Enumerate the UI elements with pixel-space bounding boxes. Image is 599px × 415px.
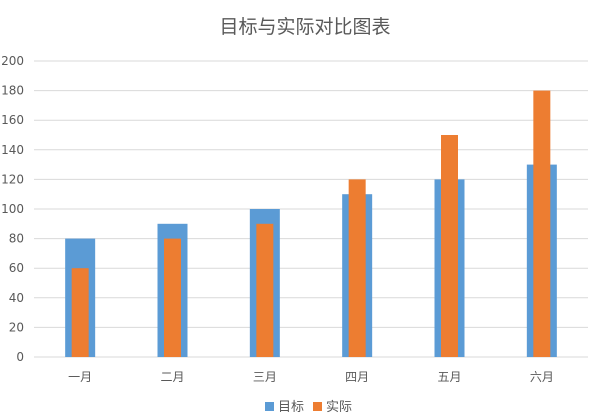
- bar-actual: [71, 268, 89, 357]
- legend-swatch: [313, 402, 322, 411]
- x-axis-ticks: 一月 二月 三月 四月 五月 六月: [68, 370, 554, 384]
- gridlines: [34, 60, 588, 358]
- x-tick-label: 二月: [160, 370, 184, 384]
- bar-actual: [164, 238, 181, 357]
- y-tick-label: 60: [9, 261, 24, 275]
- x-tick-label: 一月: [68, 370, 92, 384]
- legend: 目标 实际: [265, 400, 352, 415]
- y-tick-label: 140: [1, 143, 24, 157]
- bar-actual: [256, 223, 274, 357]
- x-tick-label: 三月: [253, 370, 277, 384]
- x-tick-label: 四月: [345, 370, 369, 384]
- bars: [65, 90, 557, 357]
- y-tick-label: 160: [1, 113, 24, 127]
- bar-actual: [533, 90, 551, 357]
- y-tick-label: 180: [1, 84, 24, 98]
- x-tick-label: 五月: [437, 370, 461, 384]
- y-axis-ticks: 0 20 40 60 80 100 120 140 160 180 200: [1, 54, 24, 364]
- bar-actual: [441, 135, 458, 357]
- legend-item: 目标: [265, 400, 304, 415]
- legend-label: 目标: [278, 400, 304, 415]
- legend-swatch: [265, 402, 274, 411]
- bar-actual: [348, 179, 366, 357]
- x-tick-label: 六月: [530, 370, 554, 384]
- y-tick-label: 200: [1, 54, 24, 68]
- y-tick-label: 40: [9, 291, 24, 305]
- legend-item: 实际: [313, 400, 352, 415]
- y-tick-label: 0: [16, 350, 24, 364]
- y-tick-label: 120: [1, 172, 24, 186]
- chart-title: 目标与实际对比图表: [219, 16, 390, 38]
- y-tick-label: 100: [1, 202, 24, 216]
- legend-label: 实际: [326, 400, 352, 415]
- y-tick-label: 80: [9, 232, 24, 246]
- y-tick-label: 20: [9, 320, 24, 334]
